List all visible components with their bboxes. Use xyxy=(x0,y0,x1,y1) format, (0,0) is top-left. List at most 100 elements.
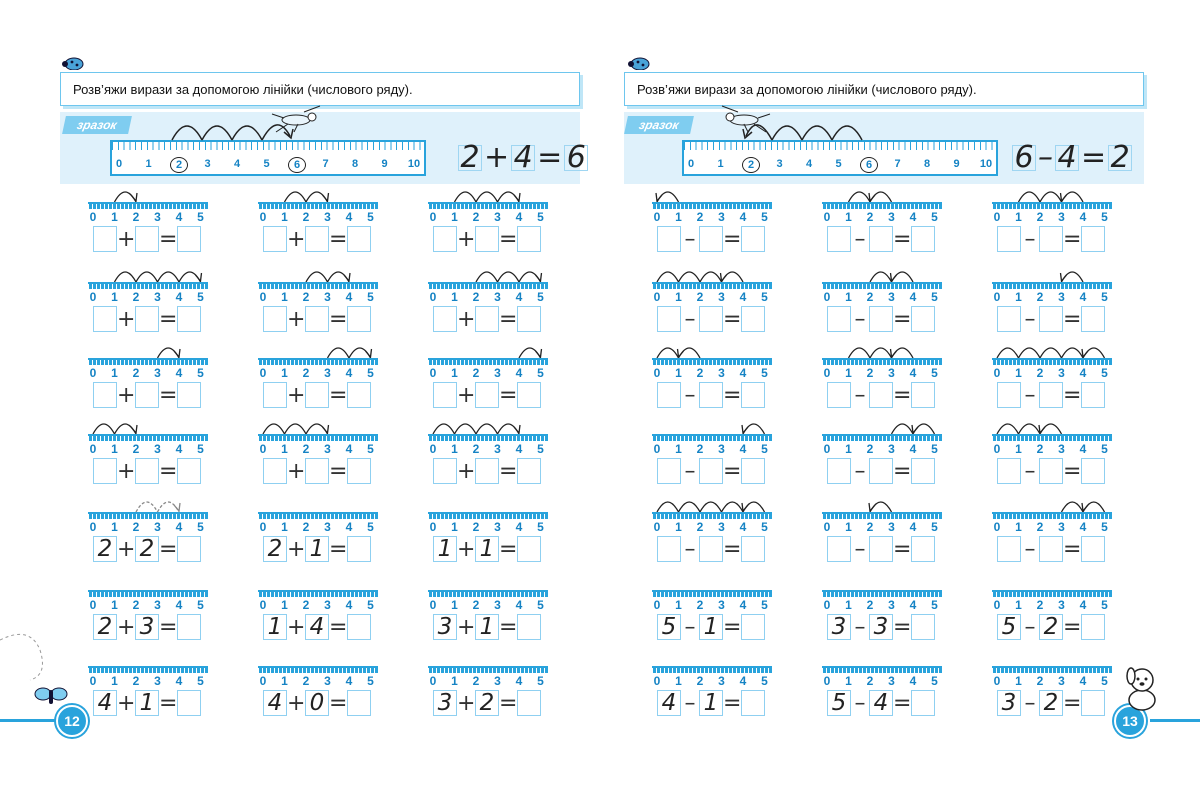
answer-box-result[interactable] xyxy=(177,458,201,484)
answer-box-b[interactable] xyxy=(475,382,499,408)
answer-box-result[interactable] xyxy=(347,614,371,640)
answer-box-b[interactable] xyxy=(305,382,329,408)
answer-box-b[interactable] xyxy=(1039,536,1063,562)
answer-box-a[interactable] xyxy=(827,458,851,484)
answer-box-a[interactable]: 5 xyxy=(827,690,851,716)
answer-box-a[interactable] xyxy=(997,536,1021,562)
answer-box-a[interactable] xyxy=(433,226,457,252)
answer-box-b[interactable]: 2 xyxy=(135,536,159,562)
answer-box-a[interactable] xyxy=(93,306,117,332)
answer-box-result[interactable] xyxy=(741,458,765,484)
answer-box-result[interactable] xyxy=(911,536,935,562)
answer-box-result[interactable] xyxy=(741,226,765,252)
answer-box-a[interactable]: 2 xyxy=(93,614,117,640)
answer-box-b[interactable] xyxy=(1039,382,1063,408)
answer-box-b[interactable]: 4 xyxy=(869,690,893,716)
answer-box-a[interactable] xyxy=(827,226,851,252)
answer-box-b[interactable]: 1 xyxy=(699,614,723,640)
answer-box-result[interactable] xyxy=(741,614,765,640)
answer-box-result[interactable] xyxy=(1081,536,1105,562)
answer-box-result[interactable] xyxy=(911,382,935,408)
answer-box-a[interactable]: 3 xyxy=(997,690,1021,716)
answer-box-result[interactable] xyxy=(177,226,201,252)
answer-box-result[interactable] xyxy=(911,614,935,640)
answer-box-a[interactable]: 5 xyxy=(997,614,1021,640)
answer-box-result[interactable] xyxy=(517,382,541,408)
answer-box-a[interactable]: 4 xyxy=(93,690,117,716)
answer-box-a[interactable]: 3 xyxy=(827,614,851,640)
answer-box-result[interactable] xyxy=(347,306,371,332)
answer-box-a[interactable] xyxy=(93,226,117,252)
answer-box-b[interactable]: 2 xyxy=(1039,690,1063,716)
answer-box-result[interactable] xyxy=(741,690,765,716)
answer-box-result[interactable] xyxy=(517,226,541,252)
answer-box-a[interactable]: 2 xyxy=(93,536,117,562)
answer-box-b[interactable] xyxy=(1039,226,1063,252)
answer-box-result[interactable] xyxy=(177,382,201,408)
answer-box-b[interactable] xyxy=(869,306,893,332)
answer-box-a[interactable]: 4 xyxy=(657,690,681,716)
answer-box-result[interactable] xyxy=(1081,614,1105,640)
answer-box-result[interactable] xyxy=(1081,226,1105,252)
answer-box-a[interactable] xyxy=(263,458,287,484)
answer-box-result[interactable] xyxy=(517,306,541,332)
answer-box-b[interactable] xyxy=(699,382,723,408)
answer-box-result[interactable] xyxy=(741,536,765,562)
answer-box-a[interactable] xyxy=(263,382,287,408)
answer-box-a[interactable] xyxy=(827,306,851,332)
answer-box-result[interactable] xyxy=(347,536,371,562)
answer-box-result[interactable] xyxy=(517,458,541,484)
answer-box-b[interactable] xyxy=(135,458,159,484)
answer-box-result[interactable] xyxy=(741,382,765,408)
answer-box-b[interactable] xyxy=(869,536,893,562)
answer-box-a[interactable] xyxy=(93,458,117,484)
answer-box-b[interactable] xyxy=(475,226,499,252)
answer-box-b[interactable]: 1 xyxy=(475,614,499,640)
answer-box-a[interactable] xyxy=(997,306,1021,332)
answer-box-a[interactable]: 1 xyxy=(433,536,457,562)
answer-box-b[interactable] xyxy=(135,306,159,332)
answer-box-b[interactable] xyxy=(699,458,723,484)
answer-box-a[interactable] xyxy=(997,458,1021,484)
answer-box-b[interactable]: 1 xyxy=(135,690,159,716)
answer-box-b[interactable]: 3 xyxy=(869,614,893,640)
answer-box-b[interactable] xyxy=(305,458,329,484)
answer-box-a[interactable] xyxy=(997,226,1021,252)
answer-box-a[interactable] xyxy=(827,536,851,562)
answer-box-a[interactable] xyxy=(657,458,681,484)
answer-box-a[interactable] xyxy=(433,306,457,332)
answer-box-b[interactable]: 3 xyxy=(135,614,159,640)
answer-box-b[interactable] xyxy=(135,382,159,408)
answer-box-result[interactable] xyxy=(741,306,765,332)
answer-box-a[interactable] xyxy=(997,382,1021,408)
answer-box-b[interactable] xyxy=(135,226,159,252)
answer-box-b[interactable]: 1 xyxy=(305,536,329,562)
answer-box-a[interactable]: 3 xyxy=(433,690,457,716)
answer-box-b[interactable] xyxy=(305,306,329,332)
answer-box-b[interactable] xyxy=(305,226,329,252)
answer-box-b[interactable]: 1 xyxy=(475,536,499,562)
answer-box-b[interactable]: 0 xyxy=(305,690,329,716)
answer-box-a[interactable]: 4 xyxy=(263,690,287,716)
answer-box-b[interactable]: 2 xyxy=(1039,614,1063,640)
answer-box-result[interactable] xyxy=(517,614,541,640)
answer-box-b[interactable]: 1 xyxy=(699,690,723,716)
answer-box-result[interactable] xyxy=(517,536,541,562)
answer-box-b[interactable] xyxy=(699,536,723,562)
answer-box-b[interactable] xyxy=(475,458,499,484)
answer-box-result[interactable] xyxy=(911,226,935,252)
answer-box-result[interactable] xyxy=(517,690,541,716)
answer-box-b[interactable] xyxy=(869,382,893,408)
answer-box-a[interactable]: 2 xyxy=(263,536,287,562)
answer-box-result[interactable] xyxy=(347,458,371,484)
answer-box-result[interactable] xyxy=(911,458,935,484)
answer-box-b[interactable] xyxy=(869,226,893,252)
answer-box-b[interactable] xyxy=(869,458,893,484)
answer-box-a[interactable] xyxy=(827,382,851,408)
answer-box-a[interactable]: 1 xyxy=(263,614,287,640)
answer-box-b[interactable] xyxy=(699,226,723,252)
answer-box-result[interactable] xyxy=(347,690,371,716)
answer-box-result[interactable] xyxy=(347,382,371,408)
answer-box-result[interactable] xyxy=(177,690,201,716)
answer-box-a[interactable] xyxy=(657,226,681,252)
